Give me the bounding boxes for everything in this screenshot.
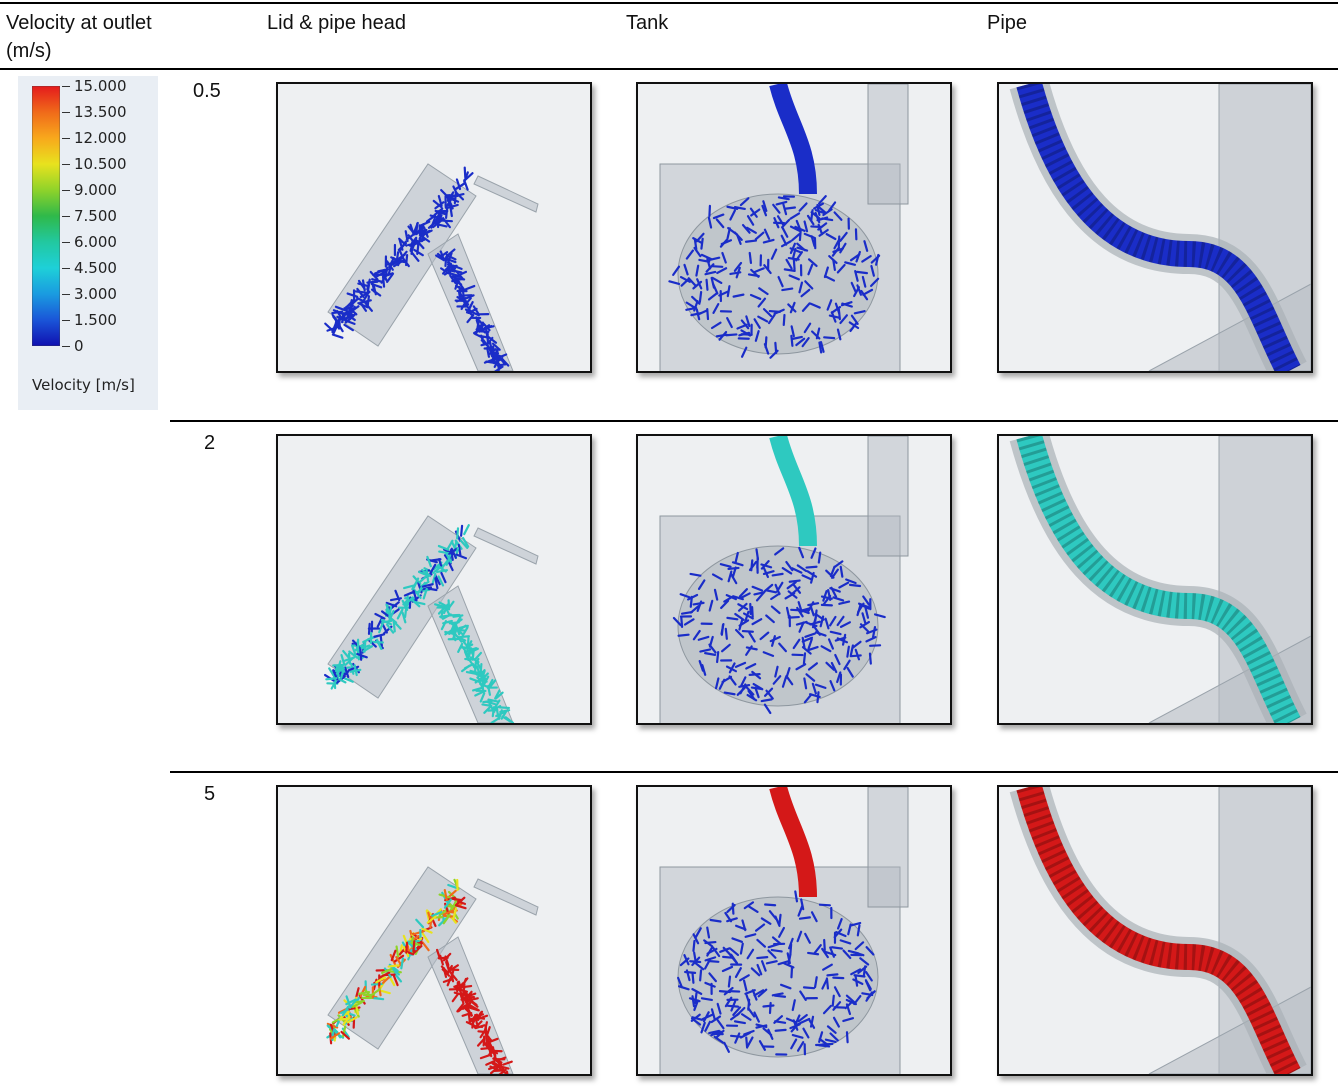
row-rule-2 <box>170 420 1338 422</box>
row-label-2: 2 <box>204 432 216 454</box>
row-rule-3 <box>170 771 1338 773</box>
legend-tick-label: 0 <box>74 337 84 355</box>
legend-tick-label: 10.500 <box>74 155 127 173</box>
lid-render-row-1 <box>276 82 592 373</box>
legend-title: Velocity [m/s] <box>32 376 135 394</box>
header-velocity-unit: (m/s) <box>6 40 52 62</box>
tank-render-row-1 <box>636 82 952 373</box>
lid-and-pipe-head-velocity-render <box>278 787 590 1074</box>
legend-tick-mark <box>62 138 70 139</box>
legend-tick-mark <box>62 216 70 217</box>
pipe-render-row-1 <box>997 82 1313 373</box>
header-velocity-label: Velocity at outlet <box>6 12 152 34</box>
tank-render-row-2 <box>636 434 952 725</box>
lid-and-pipe-head-velocity-render <box>278 84 590 371</box>
legend-tick-mark <box>62 242 70 243</box>
pipe-velocity-render <box>999 84 1311 371</box>
legend-tick-label: 4.500 <box>74 259 117 277</box>
legend-tick-mark <box>62 112 70 113</box>
legend-tick-label: 9.000 <box>74 181 117 199</box>
header-pipe: Pipe <box>987 12 1028 34</box>
pipe-render-row-3 <box>997 785 1313 1076</box>
legend-tick-mark <box>62 320 70 321</box>
color-scale-bar <box>32 86 60 346</box>
lid-render-row-3 <box>276 785 592 1076</box>
tank-render-row-3 <box>636 785 952 1076</box>
legend-tick-mark <box>62 164 70 165</box>
legend-tick-label: 12.000 <box>74 129 127 147</box>
legend-tick-label: 3.000 <box>74 285 117 303</box>
legend-tick-mark <box>62 190 70 191</box>
row-label-5: 5 <box>204 783 216 805</box>
velocity-color-legend: 15.000 13.500 12.000 10.500 9.000 7.500 6.000 4… <box>18 76 158 410</box>
legend-tick-mark <box>62 268 70 269</box>
legend-tick-label: 15.000 <box>74 77 127 95</box>
header-rule <box>0 68 1338 70</box>
tank-velocity-render <box>638 436 950 723</box>
tank-velocity-render <box>638 787 950 1074</box>
pipe-velocity-render <box>999 436 1311 723</box>
pipe-render-row-2 <box>997 434 1313 725</box>
row-label-0-5: 0.5 <box>193 80 221 102</box>
tank-velocity-render <box>638 84 950 371</box>
legend-tick-mark <box>62 346 70 347</box>
legend-tick-label: 7.500 <box>74 207 117 225</box>
legend-tick-label: 1.500 <box>74 311 117 329</box>
legend-tick-mark <box>62 294 70 295</box>
pipe-velocity-render <box>999 787 1311 1074</box>
header-lid-pipe-head: Lid & pipe head <box>267 12 407 34</box>
lid-and-pipe-head-velocity-render <box>278 436 590 723</box>
top-rule <box>0 2 1338 4</box>
legend-tick-label: 6.000 <box>74 233 117 251</box>
legend-tick-label: 13.500 <box>74 103 127 121</box>
legend-tick-mark <box>62 86 70 87</box>
lid-render-row-2 <box>276 434 592 725</box>
header-tank: Tank <box>626 12 669 34</box>
